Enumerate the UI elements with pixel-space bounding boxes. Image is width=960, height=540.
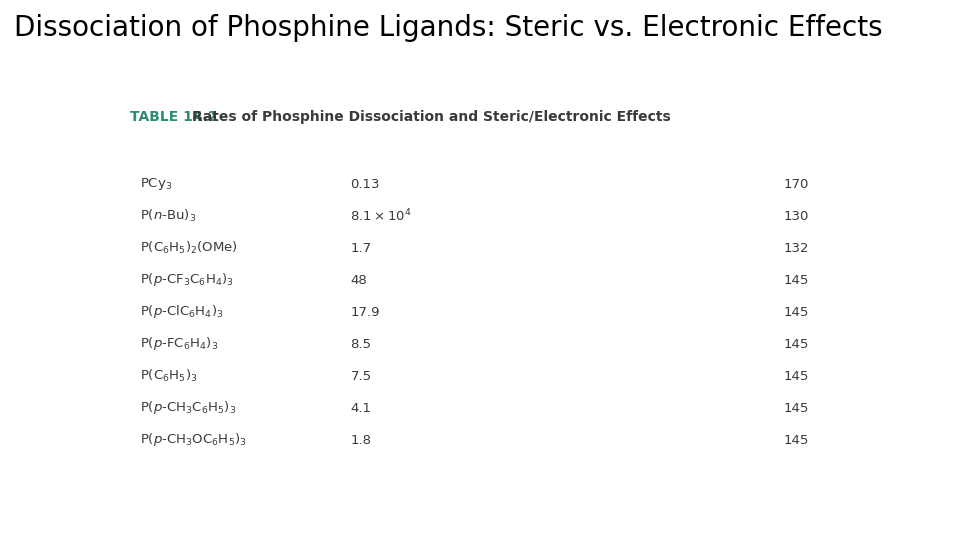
Text: 4.1: 4.1	[350, 402, 372, 415]
Text: Cone Angle (°): Cone Angle (°)	[711, 144, 820, 157]
Text: $8.1 \times 10^{4}$: $8.1 \times 10^{4}$	[350, 208, 412, 224]
Text: 145: 145	[783, 402, 809, 415]
Text: P($p$-CF$_3$C$_6$H$_4$)$_3$: P($p$-CF$_3$C$_6$H$_4$)$_3$	[140, 272, 234, 288]
Text: Dissociation of Phosphine Ligands: Steric vs. Electronic Effects: Dissociation of Phosphine Ligands: Steri…	[14, 14, 882, 42]
Text: 1.8: 1.8	[350, 434, 372, 447]
Text: P($p$-CH$_3$OC$_6$H$_5$)$_3$: P($p$-CH$_3$OC$_6$H$_5$)$_3$	[140, 431, 248, 449]
Text: P(C$_6$H$_5$)$_2$(OMe): P(C$_6$H$_5$)$_2$(OMe)	[140, 240, 238, 256]
Text: 0.13: 0.13	[350, 178, 380, 191]
Text: P($p$-FC$_6$H$_4$)$_3$: P($p$-FC$_6$H$_4$)$_3$	[140, 335, 219, 353]
Text: 145: 145	[783, 338, 809, 350]
Text: Rate Constant ($k_1$)(s$^{-1}$) at 353 K: Rate Constant ($k_1$)(s$^{-1}$) at 353 K	[375, 140, 616, 159]
Text: 145: 145	[783, 369, 809, 382]
Text: P($p$-ClC$_6$H$_4$)$_3$: P($p$-ClC$_6$H$_4$)$_3$	[140, 303, 225, 321]
Text: PCy$_3$: PCy$_3$	[140, 176, 173, 192]
Text: P($n$-Bu)$_3$: P($n$-Bu)$_3$	[140, 208, 197, 224]
Text: 8.5: 8.5	[350, 338, 372, 350]
Text: 7.5: 7.5	[350, 369, 372, 382]
Text: 130: 130	[783, 210, 809, 222]
Text: P(C$_6$H$_5$)$_3$: P(C$_6$H$_5$)$_3$	[140, 368, 198, 384]
Text: 132: 132	[783, 241, 809, 254]
Text: 170: 170	[783, 178, 809, 191]
Text: 1.7: 1.7	[350, 241, 372, 254]
Text: TABLE 14.2: TABLE 14.2	[130, 110, 228, 124]
Text: P($p$-CH$_3$C$_6$H$_5$)$_3$: P($p$-CH$_3$C$_6$H$_5$)$_3$	[140, 400, 237, 416]
Text: 145: 145	[783, 306, 809, 319]
Text: 17.9: 17.9	[350, 306, 380, 319]
Text: 145: 145	[783, 434, 809, 447]
Text: Rates of Phosphine Dissociation and Steric/Electronic Effects: Rates of Phosphine Dissociation and Ster…	[192, 110, 671, 124]
Text: 48: 48	[350, 273, 368, 287]
Text: Phosphine: Phosphine	[140, 144, 219, 157]
Text: 145: 145	[783, 273, 809, 287]
